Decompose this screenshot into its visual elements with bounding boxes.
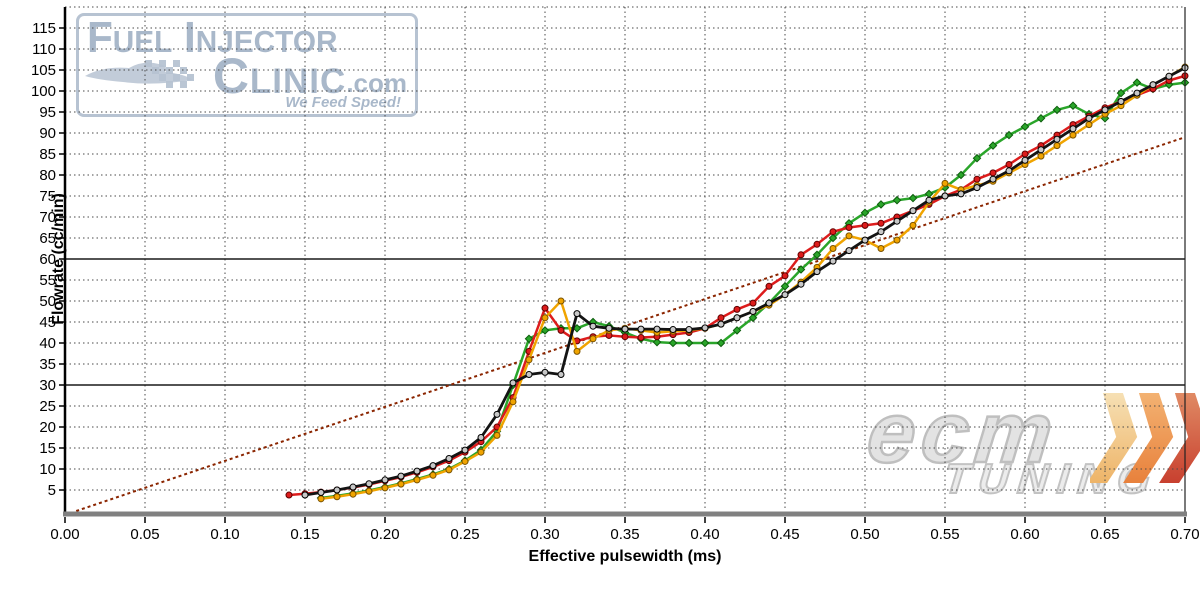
svg-text:95: 95: [39, 104, 56, 121]
svg-text:0.65: 0.65: [1090, 526, 1119, 543]
svg-text:0.60: 0.60: [1010, 526, 1039, 543]
axis-tick-labels: 5 10 15 20 25 30 35 40 45 50 55 60 65 70 75 80 85 90 95 100…: [31, 20, 1200, 543]
svg-text:105: 105: [31, 62, 56, 79]
svg-text:0.20: 0.20: [370, 526, 399, 543]
speed-chevrons-icon: [1090, 393, 1200, 483]
svg-text:20: 20: [39, 419, 56, 436]
svg-text:0.15: 0.15: [290, 526, 319, 543]
axis-ticks: [59, 27, 1186, 523]
fic-logo-line2: Clinic: [212, 48, 347, 104]
svg-text:0.35: 0.35: [610, 526, 639, 543]
svg-text:0.10: 0.10: [210, 526, 239, 543]
svg-text:60: 60: [39, 251, 56, 268]
fic-logo: Fuel Injector Clinic .com We Feed Speed!: [76, 13, 418, 117]
series-black-markers: [301, 64, 1189, 499]
svg-text:0.30: 0.30: [530, 526, 559, 543]
fic-logo-tagline: We Feed Speed!: [285, 94, 401, 111]
svg-text:55: 55: [39, 272, 56, 289]
svg-text:115: 115: [32, 20, 56, 37]
svg-text:40: 40: [39, 335, 56, 352]
svg-text:65: 65: [39, 230, 56, 247]
svg-text:35: 35: [39, 356, 56, 373]
svg-text:15: 15: [39, 440, 56, 457]
svg-text:70: 70: [39, 209, 56, 226]
y-axis-title: Flowrate (cc/min): [50, 193, 67, 325]
svg-text:80: 80: [39, 167, 56, 184]
svg-text:85: 85: [39, 146, 56, 163]
series-red-line: [288, 74, 1186, 497]
svg-text:5: 5: [48, 482, 56, 499]
svg-text:0.05: 0.05: [130, 526, 159, 543]
svg-text:45: 45: [39, 314, 56, 331]
fic-logo-line1: Fuel Injector: [87, 13, 338, 62]
svg-text:0.25: 0.25: [450, 526, 479, 543]
svg-text:0.70: 0.70: [1170, 526, 1199, 543]
svg-text:90: 90: [39, 125, 56, 142]
svg-text:110: 110: [32, 41, 56, 58]
svg-text:10: 10: [39, 461, 56, 478]
svg-text:0.45: 0.45: [770, 526, 799, 543]
svg-text:100: 100: [31, 83, 56, 100]
fic-logo-domain: .com: [346, 68, 407, 98]
svg-text:0.55: 0.55: [930, 526, 959, 543]
svg-text:0.50: 0.50: [850, 526, 879, 543]
svg-text:50: 50: [39, 293, 56, 310]
x-axis-title: Effective pulsewidth (ms): [529, 548, 722, 565]
series-black-line: [304, 66, 1186, 497]
gridlines: [65, 6, 1186, 511]
svg-text:75: 75: [39, 188, 56, 205]
svg-text:25: 25: [39, 398, 56, 415]
svg-text:0.40: 0.40: [690, 526, 719, 543]
svg-text:30: 30: [39, 377, 56, 394]
svg-text:0.00: 0.00: [50, 526, 79, 543]
ecm-tuning-watermark: ecm TUNING: [862, 384, 1200, 508]
series-linear-reference-line: [75, 136, 1186, 512]
